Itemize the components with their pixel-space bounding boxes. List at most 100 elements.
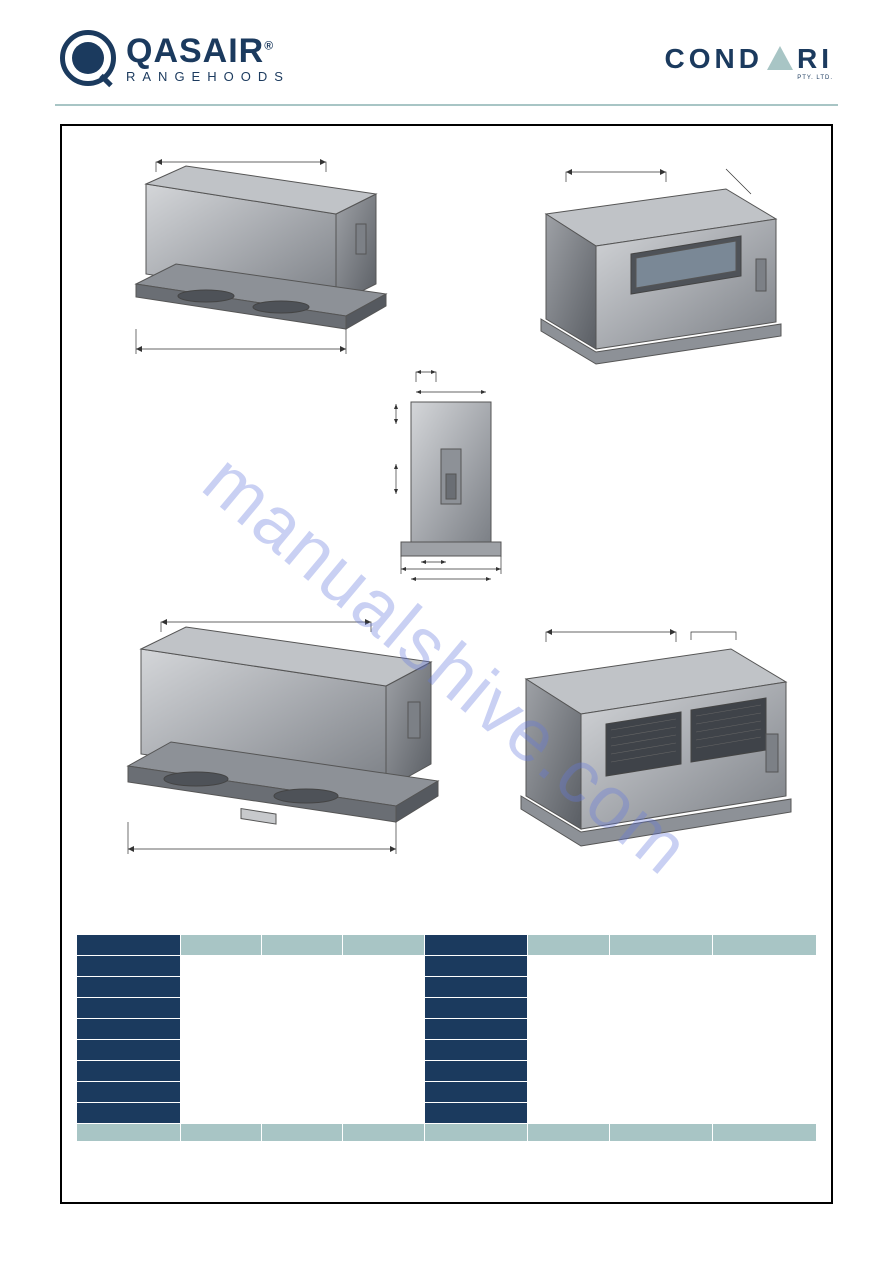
diagram-side-elevation bbox=[376, 364, 526, 594]
table-cell bbox=[77, 1040, 181, 1061]
table-cell bbox=[261, 1082, 342, 1103]
table-cell bbox=[261, 1019, 342, 1040]
table-cell bbox=[424, 998, 528, 1019]
table-cell bbox=[528, 1103, 609, 1124]
table-cell bbox=[77, 1103, 181, 1124]
table-cell bbox=[343, 956, 424, 977]
table-cell bbox=[261, 998, 342, 1019]
table-header-cell bbox=[343, 935, 424, 956]
table-cell bbox=[713, 998, 817, 1019]
table-footer-cell bbox=[528, 1124, 609, 1142]
table-row bbox=[77, 956, 817, 977]
table-cell bbox=[609, 1040, 713, 1061]
table-cell bbox=[261, 977, 342, 998]
table-cell bbox=[343, 1040, 424, 1061]
table-cell bbox=[609, 1082, 713, 1103]
table-cell bbox=[528, 1040, 609, 1061]
condari-logo: COND RI PTY. LTD. bbox=[665, 43, 833, 73]
table-cell bbox=[180, 1019, 261, 1040]
table-cell bbox=[343, 1061, 424, 1082]
diagram-rear-iso-small bbox=[496, 164, 796, 394]
table-cell bbox=[713, 1040, 817, 1061]
condari-triangle-icon bbox=[767, 46, 793, 70]
table-cell bbox=[609, 977, 713, 998]
table-cell bbox=[713, 1103, 817, 1124]
table-cell bbox=[77, 1061, 181, 1082]
table-row bbox=[77, 1061, 817, 1082]
table-footer-cell bbox=[77, 1124, 181, 1142]
table-cell bbox=[261, 1040, 342, 1061]
specifications-table bbox=[76, 934, 817, 1142]
table-header-cell bbox=[424, 935, 528, 956]
qasair-fan-icon bbox=[60, 30, 116, 86]
header-divider bbox=[55, 104, 838, 106]
table-cell bbox=[343, 1082, 424, 1103]
table-cell bbox=[528, 1019, 609, 1040]
table-row bbox=[77, 1019, 817, 1040]
table-cell bbox=[343, 977, 424, 998]
table-cell bbox=[261, 1061, 342, 1082]
table-cell bbox=[77, 977, 181, 998]
table-footer-row bbox=[77, 1124, 817, 1142]
table-row bbox=[77, 1103, 817, 1124]
table-cell bbox=[180, 1040, 261, 1061]
diagrams-area bbox=[76, 144, 817, 934]
table-header-row bbox=[77, 935, 817, 956]
table-cell bbox=[528, 1082, 609, 1103]
qasair-brand-name: QASAIR® bbox=[126, 34, 290, 68]
table-cell bbox=[343, 1103, 424, 1124]
qasair-logo: QASAIR® RANGEHOODS bbox=[60, 30, 290, 86]
table-header-cell bbox=[713, 935, 817, 956]
table-cell bbox=[424, 1103, 528, 1124]
table-header-cell bbox=[261, 935, 342, 956]
table-body bbox=[77, 956, 817, 1124]
table-cell bbox=[77, 1082, 181, 1103]
table-row bbox=[77, 998, 817, 1019]
table-footer-cell bbox=[261, 1124, 342, 1142]
table-header-cell bbox=[609, 935, 713, 956]
qasair-subtitle: RANGEHOODS bbox=[126, 70, 290, 83]
table-cell bbox=[528, 998, 609, 1019]
table-cell bbox=[528, 977, 609, 998]
table-cell bbox=[609, 956, 713, 977]
diagram-rear-iso-fans bbox=[476, 624, 806, 894]
table-cell bbox=[180, 1103, 261, 1124]
page-header: QASAIR® RANGEHOODS COND RI PTY. LTD. bbox=[0, 0, 893, 104]
condari-text-right: RI bbox=[797, 43, 833, 75]
table-cell bbox=[77, 1019, 181, 1040]
table-footer-cell bbox=[609, 1124, 713, 1142]
table-cell bbox=[609, 1061, 713, 1082]
table-cell bbox=[180, 998, 261, 1019]
qasair-name-text: QASAIR bbox=[126, 32, 264, 70]
table-cell bbox=[424, 1061, 528, 1082]
table-header-cell bbox=[528, 935, 609, 956]
table-cell bbox=[424, 1082, 528, 1103]
table-cell bbox=[343, 998, 424, 1019]
table-cell bbox=[713, 1019, 817, 1040]
table-cell bbox=[343, 1019, 424, 1040]
diagram-front-iso-large bbox=[86, 614, 446, 904]
table-cell bbox=[528, 956, 609, 977]
table-cell bbox=[424, 977, 528, 998]
table-header-cell bbox=[77, 935, 181, 956]
table-cell bbox=[180, 1082, 261, 1103]
table-cell bbox=[528, 1061, 609, 1082]
table-cell bbox=[713, 956, 817, 977]
table-cell bbox=[180, 956, 261, 977]
table-footer-cell bbox=[180, 1124, 261, 1142]
table-cell bbox=[713, 977, 817, 998]
qasair-registered-mark: ® bbox=[264, 38, 274, 52]
table-cell bbox=[609, 998, 713, 1019]
diagram-front-iso-small bbox=[96, 154, 396, 394]
table-cell bbox=[713, 1082, 817, 1103]
table-cell bbox=[713, 1061, 817, 1082]
table-cell bbox=[261, 1103, 342, 1124]
table-row bbox=[77, 1082, 817, 1103]
content-frame: manualshive.com bbox=[60, 124, 833, 1204]
table-cell bbox=[77, 998, 181, 1019]
table-cell bbox=[424, 1040, 528, 1061]
table-cell bbox=[609, 1103, 713, 1124]
condari-text-left: COND bbox=[665, 43, 763, 75]
table-footer-cell bbox=[424, 1124, 528, 1142]
table-row bbox=[77, 1040, 817, 1061]
